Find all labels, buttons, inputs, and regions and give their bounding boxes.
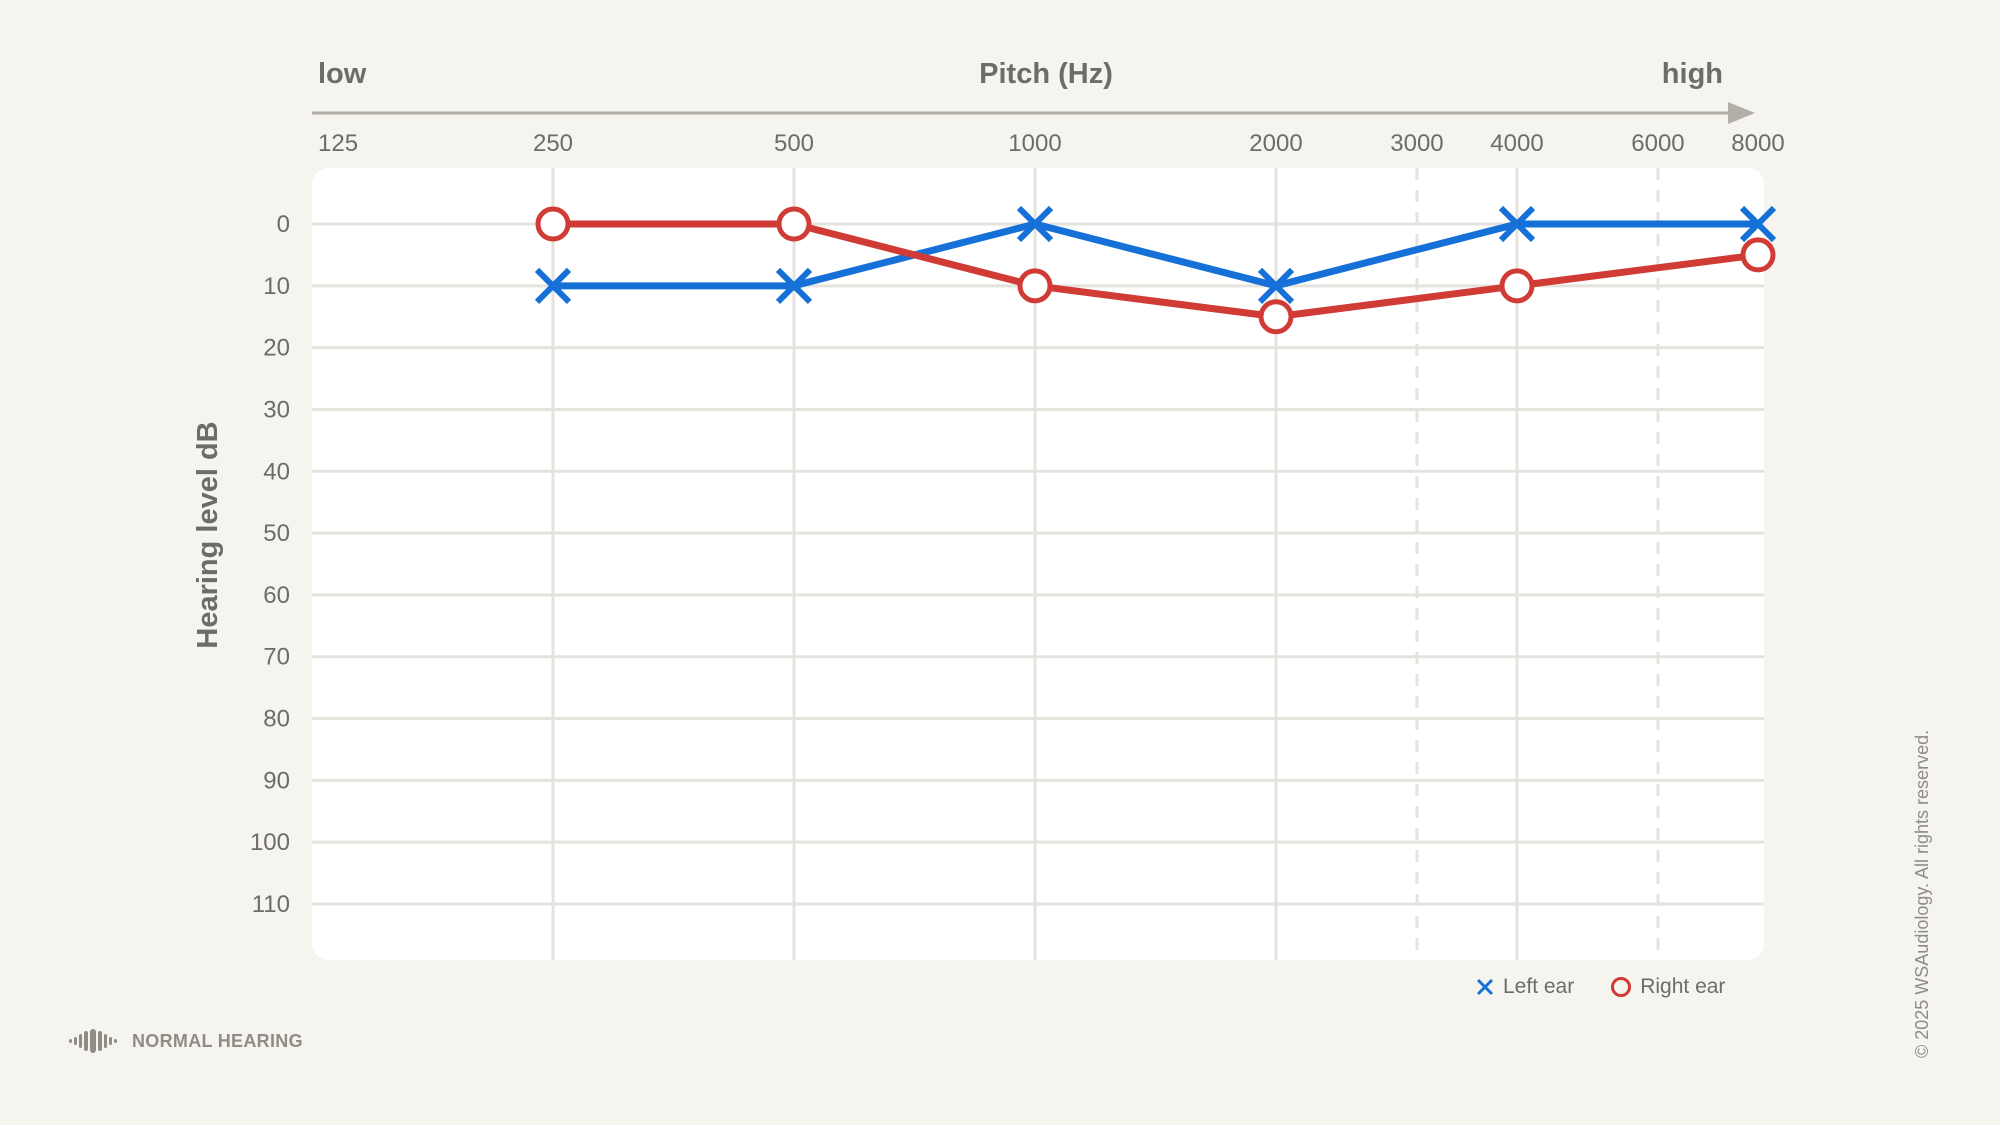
y-tick-label: 110 xyxy=(252,891,290,918)
data-point-left-ear xyxy=(1498,205,1536,243)
x-tick-label: 1000 xyxy=(1008,130,1061,157)
top-label-low: low xyxy=(318,58,367,90)
x-axis-title: Pitch (Hz) xyxy=(979,58,1113,90)
data-point-left-ear xyxy=(1016,205,1054,243)
circle-marker-icon xyxy=(1611,977,1632,997)
y-tick-label: 20 xyxy=(263,335,290,362)
x-tick-label: 4000 xyxy=(1490,130,1543,157)
copyright-text: © 2025 WSAudiology. All rights reserved. xyxy=(1912,729,1932,1058)
x-tick-label: 8000 xyxy=(1731,130,1784,157)
y-axis-title: Hearing level dB xyxy=(192,421,224,648)
data-point-right-ear xyxy=(1017,268,1053,304)
data-point-right-ear xyxy=(535,206,571,242)
data-point-right-ear xyxy=(1740,237,1776,273)
legend: Left ear Right ear xyxy=(1475,975,1725,999)
legend-item-right-ear: Right ear xyxy=(1610,975,1725,999)
y-tick-label: 40 xyxy=(263,458,290,485)
data-point-left-ear xyxy=(1257,267,1295,304)
series-line-right-ear xyxy=(549,220,1762,321)
y-tick-label: 80 xyxy=(263,706,290,733)
series-line-left-ear xyxy=(549,220,1762,290)
y-tick-label: 100 xyxy=(250,829,290,856)
data-point-right-ear xyxy=(1499,268,1535,304)
x-tick-label: 2000 xyxy=(1249,130,1302,157)
plot-area xyxy=(312,168,1764,960)
x-tick-label: 6000 xyxy=(1631,130,1684,157)
y-tick-label: 50 xyxy=(263,520,290,547)
legend-label-right-ear: Right ear xyxy=(1640,975,1726,998)
data-point-left-ear xyxy=(534,267,572,304)
x-tick-label: 500 xyxy=(774,130,814,157)
y-tick-label: 30 xyxy=(263,396,290,423)
data-point-right-ear xyxy=(776,206,812,242)
brand: NORMAL HEARING xyxy=(68,1028,303,1054)
y-tick-label: 60 xyxy=(263,582,290,609)
y-tick-label: 70 xyxy=(263,644,290,671)
data-point-left-ear xyxy=(775,267,813,304)
x-marker-icon xyxy=(1476,978,1494,996)
y-tick-label: 0 xyxy=(277,211,290,238)
y-tick-label: 90 xyxy=(263,767,290,794)
legend-item-left-ear: Left ear xyxy=(1475,975,1574,999)
data-point-right-ear xyxy=(1258,299,1294,335)
x-tick-label: 3000 xyxy=(1390,130,1443,157)
x-tick-label: 250 xyxy=(533,130,573,157)
brand-label: NORMAL HEARING xyxy=(132,1030,303,1051)
sound-wave-icon xyxy=(69,1029,117,1053)
data-point-left-ear xyxy=(1739,205,1777,243)
legend-label-left-ear: Left ear xyxy=(1503,975,1575,998)
top-label-high: high xyxy=(1662,58,1723,90)
y-tick-label: 10 xyxy=(263,273,290,300)
x-tick-label: 125 xyxy=(318,130,358,157)
pitch-arrow-head xyxy=(1728,102,1755,124)
